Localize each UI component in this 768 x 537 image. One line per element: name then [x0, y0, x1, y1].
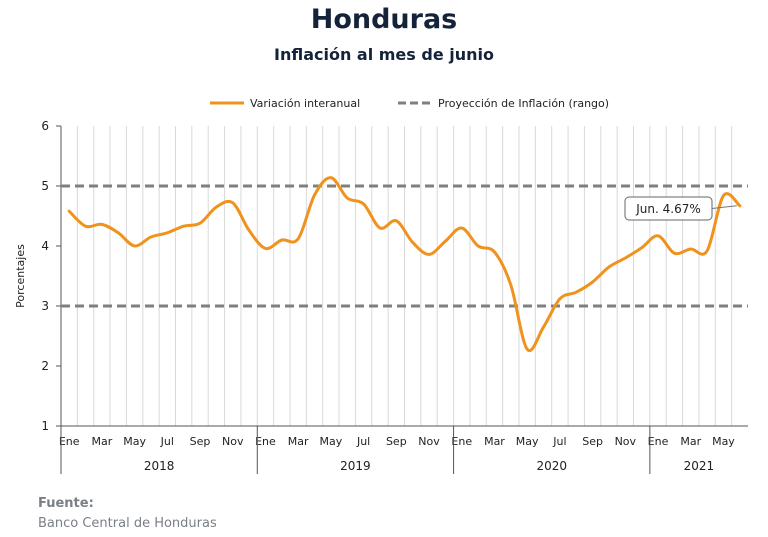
legend-label-series: Variación interanual: [250, 97, 360, 110]
annotation-leader: [711, 205, 737, 209]
y-tick-label: 1: [41, 419, 49, 433]
x-tick-label: Ene: [648, 435, 669, 448]
source-value: Banco Central de Honduras: [38, 516, 217, 531]
x-tick-label: Mar: [484, 435, 505, 448]
series-line-variacion-interanual: [67, 176, 742, 353]
chart-title: Honduras: [310, 4, 458, 35]
x-tick-label: Nov: [615, 435, 637, 448]
y-axis-label: Porcentajes: [14, 244, 27, 308]
x-tick-label: May: [516, 435, 539, 448]
y-tick-label: 5: [41, 179, 49, 193]
year-label: 2019: [340, 459, 371, 473]
annotation-label: Jun. 4.67%: [635, 202, 701, 216]
x-tick-label: Ene: [451, 435, 472, 448]
x-tick-label: Mar: [288, 435, 309, 448]
legend-label-range: Proyección de Inflación (rango): [438, 97, 609, 110]
x-tick-label: Ene: [59, 435, 80, 448]
x-tick-label: Mar: [680, 435, 701, 448]
annotation-box: [624, 196, 713, 221]
y-tick-label: 2: [41, 359, 49, 373]
y-tick-label: 3: [41, 299, 49, 313]
x-tick-label: Sep: [386, 435, 407, 448]
x-tick-label: May: [320, 435, 343, 448]
source-label: Fuente:: [38, 496, 94, 511]
chart-subtitle: Inflación al mes de junio: [273, 45, 494, 64]
year-label: 2020: [536, 459, 567, 473]
x-tick-label: Ene: [255, 435, 276, 448]
x-tick-label: Jul: [552, 435, 566, 448]
year-label: 2018: [144, 459, 175, 473]
x-tick-label: Nov: [222, 435, 244, 448]
x-tick-label: Mar: [92, 435, 113, 448]
x-tick-label: Nov: [418, 435, 440, 448]
y-tick-label: 6: [41, 119, 49, 133]
x-tick-label: Sep: [582, 435, 603, 448]
x-tick-label: May: [712, 435, 735, 448]
x-tick-label: Jul: [356, 435, 370, 448]
x-tick-label: May: [123, 435, 146, 448]
y-tick-label: 4: [41, 239, 49, 253]
year-label: 2021: [684, 459, 715, 473]
x-tick-label: Sep: [190, 435, 211, 448]
x-tick-label: Jul: [160, 435, 174, 448]
